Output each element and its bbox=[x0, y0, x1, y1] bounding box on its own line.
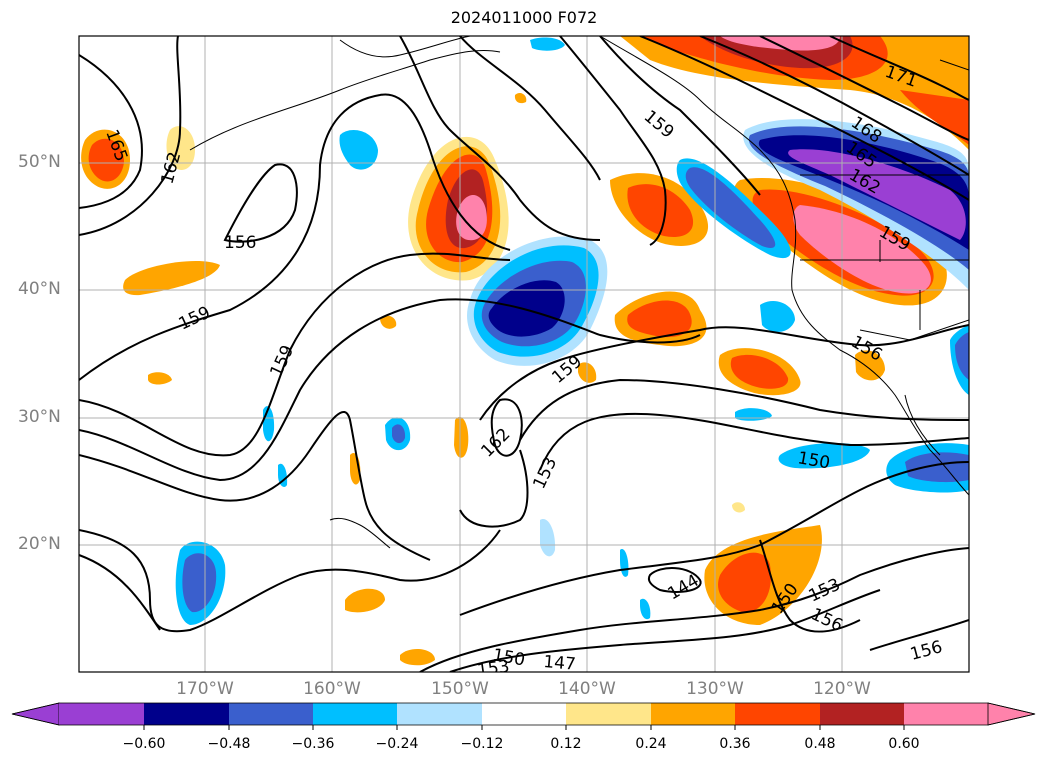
lat-label-40n: 40°N bbox=[18, 279, 61, 299]
lat-label-50n: 50°N bbox=[18, 152, 61, 172]
contour-label: 156 bbox=[224, 233, 256, 253]
contour-label: 153 bbox=[806, 575, 844, 607]
lon-label-160w: 160°W bbox=[303, 679, 361, 699]
coastlines bbox=[189, 36, 969, 549]
colorbar-segment bbox=[144, 703, 229, 725]
colorbar-tick-label: 0.12 bbox=[550, 736, 582, 752]
lon-label-150w: 150°W bbox=[431, 679, 489, 699]
map-plot-area: 165 162 156 159 159 159 162 153 159 168 … bbox=[79, 36, 969, 681]
negative-anomaly-areas bbox=[175, 37, 969, 625]
colorbar-tick-label: −0.12 bbox=[460, 736, 504, 752]
colorbar-segment bbox=[735, 703, 820, 725]
contour-label: 159 bbox=[640, 107, 678, 143]
colorbar-tick-label: −0.60 bbox=[122, 736, 166, 752]
contour-label: 162 bbox=[158, 150, 186, 187]
lat-label-30n: 30°N bbox=[18, 407, 61, 427]
contour-label: 159 bbox=[266, 342, 298, 380]
colorbar bbox=[11, 702, 1036, 730]
contour-label: 153 bbox=[529, 454, 561, 492]
colorbar-tick-label: 0.48 bbox=[804, 736, 836, 752]
colorbar-segment bbox=[566, 703, 651, 725]
colorbar-segment bbox=[313, 703, 397, 725]
colorbar-tick-label: −0.48 bbox=[207, 736, 251, 752]
contour-label: 150 bbox=[796, 448, 831, 473]
colorbar-segment bbox=[397, 703, 482, 725]
colorbar-tick-label: 0.24 bbox=[635, 736, 667, 752]
lon-label-140w: 140°W bbox=[558, 679, 616, 699]
colorbar-segment bbox=[482, 703, 566, 725]
map-frame bbox=[78, 35, 970, 673]
contour-label: 147 bbox=[543, 652, 577, 675]
colorbar-upper-extend bbox=[987, 702, 1036, 726]
lat-label-20n: 20°N bbox=[18, 534, 61, 554]
colorbar-segment bbox=[904, 703, 988, 725]
height-contours bbox=[79, 36, 969, 672]
colorbar-segment bbox=[820, 703, 904, 725]
contour-label: 153 bbox=[476, 657, 511, 681]
colorbar-segment bbox=[651, 703, 735, 725]
lon-label-120w: 120°W bbox=[813, 679, 871, 699]
colorbar-segment bbox=[229, 703, 313, 725]
contour-label: 156 bbox=[908, 637, 945, 665]
colorbar-tick-label: 0.60 bbox=[888, 736, 920, 752]
grid-lines bbox=[79, 36, 969, 672]
colorbar-tick-label: −0.24 bbox=[375, 736, 419, 752]
colorbar-lower-extend bbox=[11, 702, 60, 726]
lon-label-130w: 130°W bbox=[686, 679, 744, 699]
map-title: 2024011000 F072 bbox=[450, 8, 598, 27]
contour-label: 159 bbox=[176, 303, 214, 335]
colorbar-segment bbox=[59, 703, 144, 725]
colorbar-tick-label: 0.36 bbox=[719, 736, 751, 752]
colorbar-tick-label: −0.36 bbox=[291, 736, 335, 752]
lon-label-170w: 170°W bbox=[176, 679, 234, 699]
